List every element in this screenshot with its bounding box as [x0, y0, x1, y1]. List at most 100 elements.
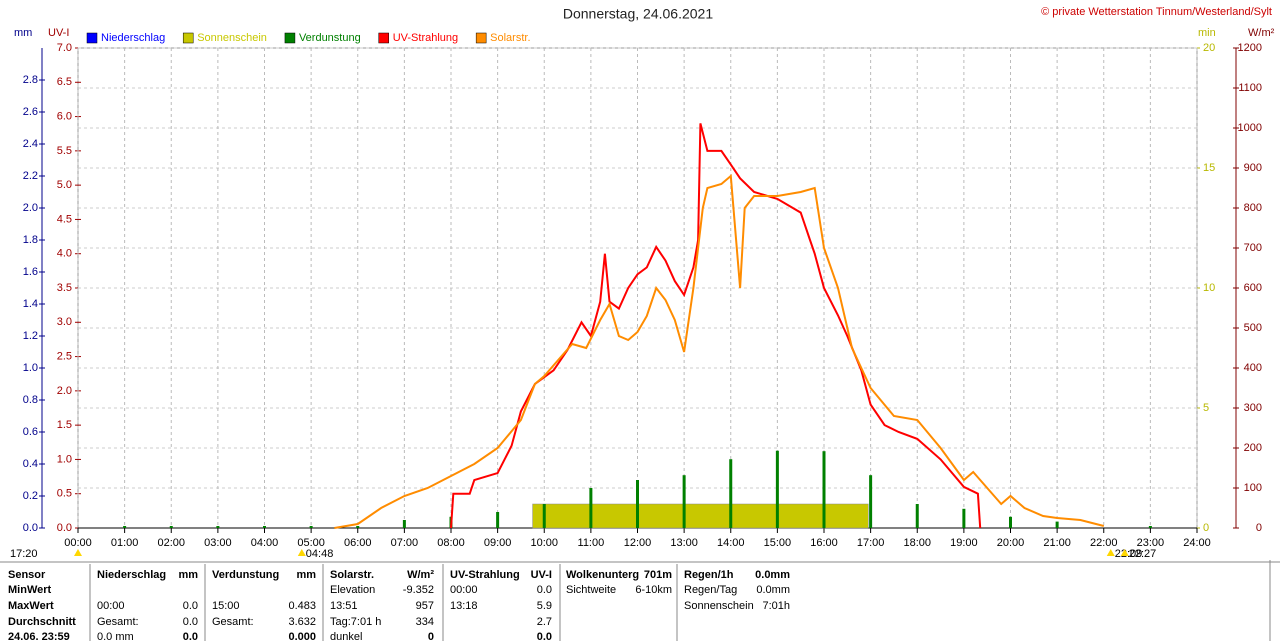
table-cell: 0.0: [183, 631, 198, 641]
evaporation-spike: [496, 512, 500, 528]
y-tick-label: 10: [1203, 282, 1215, 294]
y-tick-label: 20: [1203, 42, 1215, 54]
y-tick-label: 1.5: [57, 419, 72, 431]
series-line: [334, 173, 1105, 529]
y-tick-label: 200: [1244, 442, 1262, 454]
table-cell: 0.0: [537, 584, 552, 596]
y-tick-label: 2.8: [23, 74, 38, 86]
table-cell: Gesamt:: [97, 616, 139, 628]
y-tick-label: 500: [1244, 322, 1262, 334]
y-tick-label: 800: [1244, 202, 1262, 214]
axis-label: min: [1198, 27, 1216, 39]
legend-swatch: [284, 32, 296, 44]
y-tick-label: 0.5: [57, 488, 72, 500]
sun-moon-time: 17:20: [10, 548, 38, 560]
y-tick-label: 600: [1244, 282, 1262, 294]
legend-label: UV-Strahlung: [393, 32, 458, 44]
evaporation-spike: [263, 526, 266, 528]
table-cell: Sonnenschein: [684, 600, 754, 612]
legend-label: Niederschlag: [101, 32, 165, 44]
table-cell: 0.0: [537, 631, 552, 641]
y-tick-label: 1000: [1238, 122, 1262, 134]
axis-label: UV-I: [48, 27, 69, 39]
evaporation-spike: [636, 480, 639, 528]
evaporation-spike: [216, 526, 220, 528]
table-cell: 24.06. 23:59: [8, 631, 70, 641]
x-tick-label: 03:00: [204, 537, 232, 549]
x-tick-label: 11:00: [578, 537, 605, 549]
table-cell: 7:01h: [762, 600, 790, 612]
table-cell: UV-Strahlung: [450, 569, 520, 581]
table-cell: 3.632: [288, 616, 316, 628]
evaporation-spike: [869, 475, 873, 528]
table-cell: dunkel: [330, 631, 362, 641]
y-tick-label: 4.0: [57, 248, 72, 260]
table-cell: 701m: [644, 569, 672, 581]
table-cell: Solarstr.: [330, 569, 374, 581]
x-tick-label: 16:00: [810, 537, 838, 549]
table-cell: 0.0mm: [755, 569, 790, 581]
table-cell: Durchschnitt: [8, 616, 76, 628]
y-tick-label: 5: [1203, 402, 1209, 414]
evaporation-spike: [1055, 521, 1059, 528]
y-tick-label: 15: [1203, 162, 1215, 174]
y-tick-label: 0.4: [23, 458, 38, 470]
y-tick-label: 0.0: [57, 522, 72, 534]
table-cell: Niederschlag: [97, 569, 166, 581]
table-cell: Sichtweite: [566, 584, 616, 596]
x-tick-label: 02:00: [157, 537, 185, 549]
table-cell: 2.7: [537, 616, 552, 628]
y-tick-label: 400: [1244, 362, 1262, 374]
table-cell: 15:00: [212, 600, 240, 612]
axis-label: mm: [14, 27, 32, 39]
series-line: [450, 123, 982, 529]
table-cell: 334: [416, 616, 434, 628]
y-tick-label: 2.4: [23, 138, 38, 150]
y-tick-label: 1.0: [57, 453, 72, 465]
evaporation-spike: [589, 488, 593, 528]
y-tick-label: 2.0: [57, 385, 72, 397]
x-tick-label: 07:00: [391, 537, 419, 549]
evaporation-spike: [542, 504, 546, 528]
sun-moon-time: 04:48: [306, 548, 334, 560]
y-tick-label: 3.5: [57, 282, 72, 294]
table-cell: -9.352: [403, 584, 434, 596]
table-cell: mm: [296, 569, 316, 581]
table-cell: 0.483: [288, 600, 316, 612]
table-cell: Elevation: [330, 584, 375, 596]
table-cell: 0.0: [183, 616, 198, 628]
table-cell: 6-10km: [635, 584, 672, 596]
y-tick-label: 0.8: [23, 394, 38, 406]
legend-label: Solarstr.: [490, 32, 530, 44]
y-tick-label: 0.2: [23, 490, 38, 502]
table-cell: 0.0 mm: [97, 631, 134, 641]
table-cell: Tag:7:01 h: [330, 616, 381, 628]
legend-swatch: [378, 32, 389, 44]
y-tick-label: 1.4: [23, 298, 38, 310]
sun-moon-time: 22:27: [1129, 548, 1157, 560]
x-tick-label: 24:00: [1183, 537, 1211, 549]
table-cell: mm: [178, 569, 198, 581]
table-cell: MaxWert: [8, 600, 54, 612]
evaporation-spike: [962, 508, 966, 528]
y-tick-label: 7.0: [57, 42, 72, 54]
legend-label: Verdunstung: [299, 32, 361, 44]
y-tick-label: 2.5: [57, 350, 72, 362]
y-tick-label: 2.6: [23, 106, 38, 118]
copyright: © private Wetterstation Tinnum/Westerlan…: [1041, 6, 1272, 18]
table-cell: 00:00: [97, 600, 125, 612]
x-tick-label: 15:00: [764, 537, 792, 549]
x-tick-label: 08:00: [437, 537, 465, 549]
y-tick-label: 4.5: [57, 213, 72, 225]
y-tick-label: 1.0: [23, 362, 38, 374]
x-tick-label: 09:00: [484, 537, 512, 549]
y-tick-label: 100: [1244, 482, 1262, 494]
x-tick-label: 12:00: [624, 537, 652, 549]
y-tick-label: 1.2: [23, 330, 38, 342]
evaporation-spike: [915, 504, 919, 528]
y-tick-label: 700: [1244, 242, 1262, 254]
evaporation-spike: [1148, 526, 1152, 528]
y-tick-label: 0.0: [23, 522, 38, 534]
